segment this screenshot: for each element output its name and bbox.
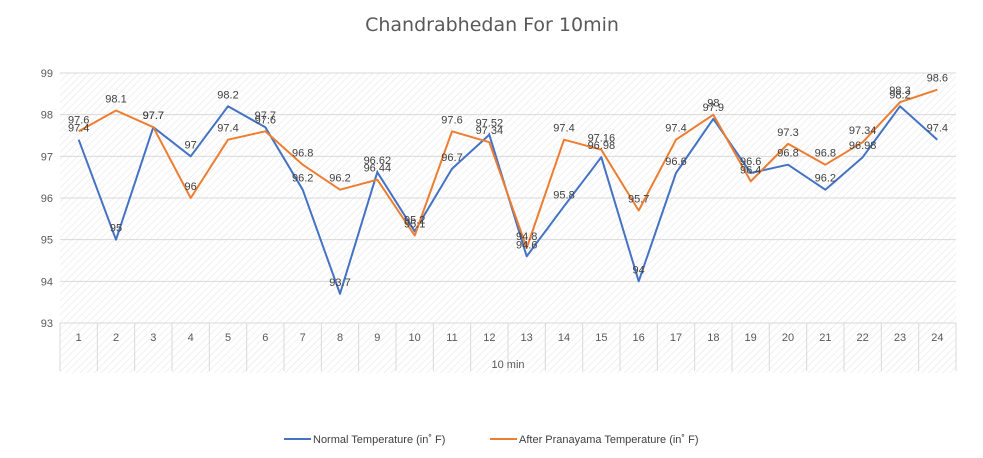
x-tick-label: 22: [857, 332, 869, 344]
data-label: 98.3: [889, 85, 910, 97]
x-tick-label: 16: [633, 332, 645, 344]
data-label: 96: [185, 181, 197, 193]
y-tick-label: 96: [41, 193, 53, 205]
x-tick-label: 1: [76, 332, 82, 344]
data-label: 96.4: [740, 164, 761, 176]
x-tick-label: 3: [150, 332, 156, 344]
y-tick-label: 94: [41, 276, 53, 288]
x-tick-label: 18: [707, 332, 719, 344]
data-label: 97.7: [143, 110, 164, 122]
y-tick-label: 97: [41, 151, 53, 163]
data-label: 97: [185, 139, 197, 151]
x-tick-label: 15: [595, 332, 607, 344]
data-label: 96.98: [849, 140, 877, 152]
data-label: 96.44: [364, 163, 392, 175]
data-label: 96.2: [329, 173, 350, 185]
data-label: 97.3: [777, 127, 798, 139]
data-label: 96.8: [777, 148, 798, 160]
y-axis: 93 94 95 96 97 98 99: [41, 68, 53, 330]
x-tick-label: 5: [225, 332, 231, 344]
data-label: 97.4: [553, 123, 574, 135]
data-label: 97.4: [927, 123, 948, 135]
data-label: 96.8: [815, 148, 836, 160]
series-line-after-pranayama: [78, 88, 938, 249]
y-tick-label: 98: [41, 110, 53, 122]
data-label: 98: [707, 98, 719, 110]
data-label: 96.7: [441, 152, 462, 164]
x-tick-label: 24: [931, 332, 943, 344]
data-label: 96.6: [665, 156, 686, 168]
series-layer: [77, 88, 938, 295]
data-label: 97.16: [588, 133, 616, 145]
x-tick-label: 13: [521, 332, 533, 344]
data-label: 96.2: [815, 173, 836, 185]
data-label: 96.2: [292, 173, 313, 185]
data-label: 96.6: [740, 156, 761, 168]
x-tick-label: 20: [782, 332, 794, 344]
data-labels: 97.4 95 97.7 97 98.2 97.7 96.2 93.7 96.62 95.2 96.…: [68, 73, 948, 289]
legend-label-normal: Normal Temperature (in˚ F): [313, 434, 445, 446]
data-label: 98.6: [927, 73, 948, 85]
x-tick-label: 2: [113, 332, 119, 344]
x-tick-label: 6: [262, 332, 268, 344]
data-label: 97.7: [143, 110, 164, 122]
data-label: 96.8: [292, 148, 313, 160]
data-label: 93.7: [329, 277, 350, 289]
data-label: 97.7: [255, 110, 276, 122]
x-tick-label: 23: [894, 332, 906, 344]
data-label: 98.2: [217, 89, 238, 101]
chart-title: Chandrabhedan For 10min: [365, 14, 619, 36]
x-tick-label: 21: [819, 332, 831, 344]
data-label: 97.4: [217, 123, 238, 135]
data-label: 97.4: [665, 123, 686, 135]
data-label: 95.8: [553, 189, 574, 201]
x-tick-label: 8: [337, 332, 343, 344]
data-label: 97.52: [476, 118, 504, 130]
data-label: 97.34: [849, 125, 877, 137]
x-tick-label: 9: [374, 332, 380, 344]
x-tick-label: 12: [483, 332, 495, 344]
data-label: 95.1: [404, 219, 425, 231]
data-label: 96.98: [588, 140, 616, 152]
data-label: 97.6: [255, 114, 276, 126]
data-label: 98.1: [105, 94, 126, 106]
data-label: 95.7: [628, 194, 649, 206]
data-label: 95.2: [404, 214, 425, 226]
x-axis-label: 10 min: [491, 359, 524, 371]
data-label: 97.4: [68, 123, 89, 135]
legend-item-after-pranayama: After Pranayama Temperature (in˚ F): [490, 434, 699, 446]
y-tick-label: 99: [41, 68, 53, 80]
data-label: 94.6: [516, 239, 537, 251]
x-tick-label: 19: [745, 332, 757, 344]
data-label: 94: [633, 264, 645, 276]
data-label: 97.34: [476, 125, 504, 137]
x-tick-label: 4: [188, 332, 194, 344]
legend-item-normal: Normal Temperature (in˚ F): [284, 434, 445, 446]
x-tick-label: 7: [300, 332, 306, 344]
x-axis: 1 2 3 4 5 6 7 8 9 10 11 12 13 14 15 16 17 18 19 20 21 22 23 24: [59, 322, 957, 371]
x-tick-label: 17: [670, 332, 682, 344]
legend-label-after-pranayama: After Pranayama Temperature (in˚ F): [519, 434, 699, 446]
x-tick-label: 11: [446, 332, 457, 344]
x-tick-label: 14: [558, 332, 570, 344]
data-label: 94.8: [516, 231, 537, 243]
y-tick-label: 95: [41, 235, 53, 247]
data-label: 98.2: [889, 89, 910, 101]
y-tick-label: 93: [41, 318, 53, 330]
data-label: 97.6: [441, 114, 462, 126]
data-label: 96.62: [364, 155, 392, 167]
data-label: 95: [110, 223, 122, 235]
legend: Normal Temperature (in˚ F) After Pranaya…: [284, 434, 699, 446]
x-tick-label: 10: [409, 332, 421, 344]
data-label: 97.9: [703, 102, 724, 114]
data-label: 97.6: [68, 114, 89, 126]
